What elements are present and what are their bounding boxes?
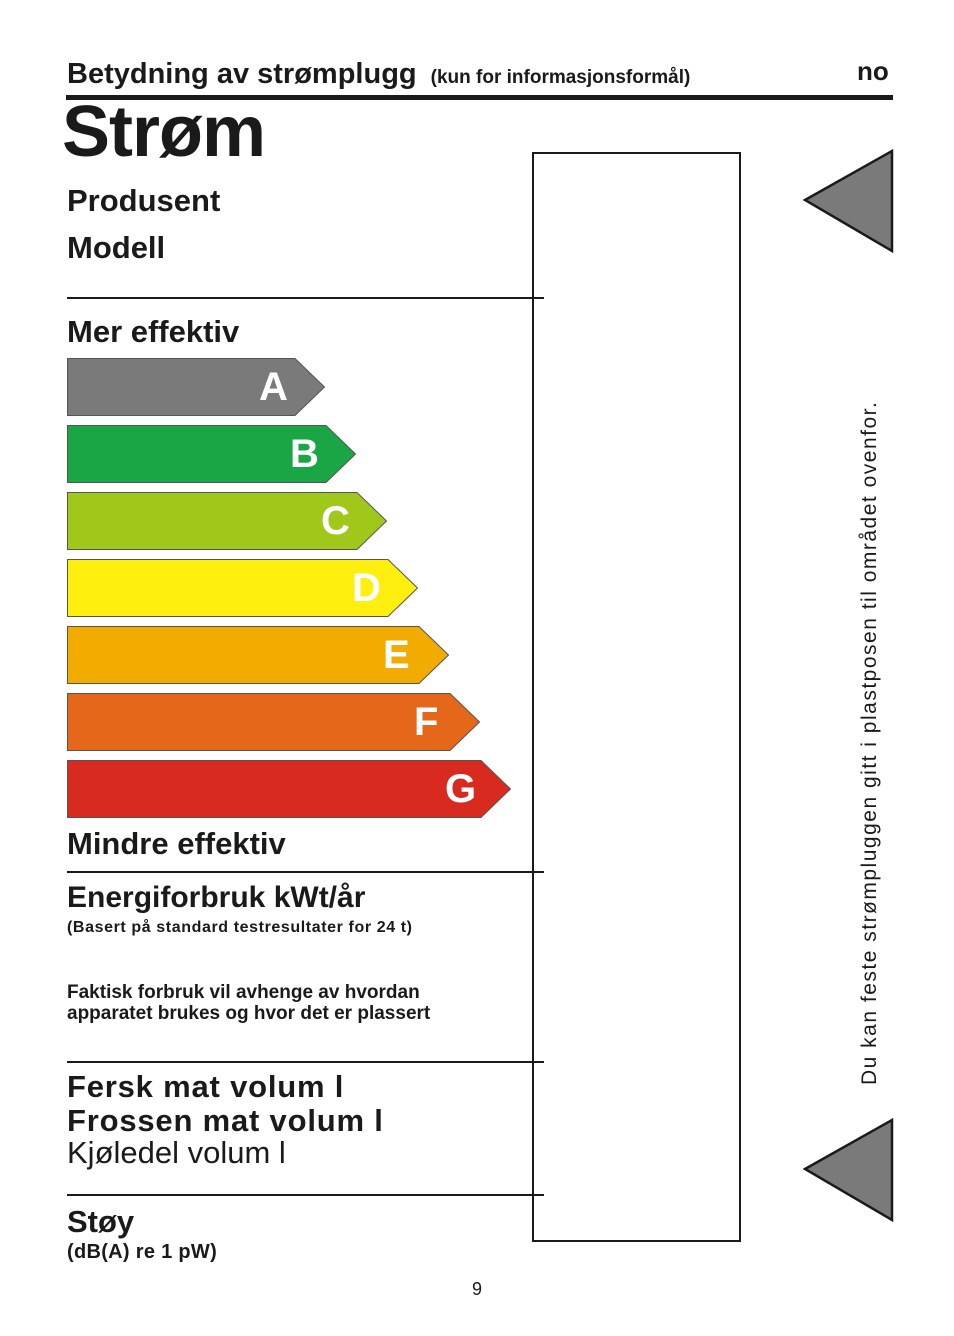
header-subtitle: (kun for informasjonsformål) [430, 67, 691, 88]
model-label: Modell [67, 230, 166, 265]
more-efficient-label: Mer effektiv [67, 314, 240, 349]
triangle-marker-top-icon [803, 149, 894, 254]
language-code: no [857, 56, 889, 86]
divider-3 [67, 1061, 544, 1063]
efficiency-class-g-bar: G [67, 760, 511, 818]
chiller-volume-label: Kjøledel volum l [67, 1135, 286, 1170]
efficiency-class-letter: A [259, 365, 288, 409]
divider-1 [67, 297, 544, 299]
efficiency-class-arrow-shape [67, 425, 356, 483]
frozen-volume-text: Frossen mat volum l [67, 1103, 384, 1138]
energy-consumption-label: Energiforbruk kWt/år [67, 881, 366, 914]
efficiency-class-letter: E [383, 633, 410, 677]
efficiency-class-letter: F [414, 700, 439, 744]
divider-4 [67, 1194, 544, 1196]
efficiency-class-b-bar: B [67, 425, 356, 483]
efficiency-class-d-bar: D [67, 559, 418, 617]
efficiency-class-arrow-shape [67, 559, 418, 617]
header-title-text: Betydning av strømplugg [67, 58, 417, 90]
efficiency-class-letter: C [321, 499, 350, 543]
label-title: Strøm [62, 92, 266, 172]
noise-unit: (dB(A) re 1 pW) [67, 1241, 218, 1263]
page-number: 9 [472, 1279, 483, 1299]
efficiency-class-letter: B [290, 432, 319, 476]
divider-2 [67, 871, 544, 873]
header-title: Betydning av strømplugg (kun for informas… [67, 58, 690, 91]
efficiency-class-arrow-shape [67, 358, 325, 416]
efficiency-class-c-bar: C [67, 492, 387, 550]
header-rule [66, 95, 893, 100]
efficiency-class-letter: D [352, 566, 381, 610]
efficiency-class-f-bar: F [67, 693, 480, 751]
triangle-marker-bottom-icon [803, 1118, 894, 1223]
noise-label: Støy [67, 1204, 135, 1239]
efficiency-class-arrow-shape [67, 492, 387, 550]
actual-usage-note-line1: Faktisk forbruk vil avhenge av hvordan [67, 982, 420, 1003]
efficiency-class-arrow-shape [67, 626, 449, 684]
manufacturer-label: Produsent [67, 183, 221, 218]
side-instruction: Du kan feste strømpluggen gitt i plastpo… [858, 400, 881, 1085]
actual-usage-note-line2: apparatet brukes og hvor det er plassert [67, 1003, 431, 1024]
efficiency-class-letter: G [445, 767, 477, 811]
efficiency-class-arrow-shape [67, 760, 511, 818]
actual-usage-note: Faktisk forbruk vil avhenge av hvordan a… [67, 982, 430, 1024]
less-efficient-label: Mindre effektiv [67, 826, 286, 861]
energy-basis-note: (Basert på standard testresultater for 2… [67, 919, 413, 936]
fresh-volume-label: Fersk mat volum l [67, 1069, 344, 1105]
sticker-area-box [532, 152, 741, 1242]
frozen-volume-label: Frossen mat volum l [67, 1103, 384, 1139]
efficiency-class-e-bar: E [67, 626, 449, 684]
efficiency-class-arrow-shape [67, 693, 480, 751]
efficiency-class-a-bar: A [67, 358, 325, 416]
fresh-volume-text: Fersk mat volum l [67, 1069, 345, 1104]
